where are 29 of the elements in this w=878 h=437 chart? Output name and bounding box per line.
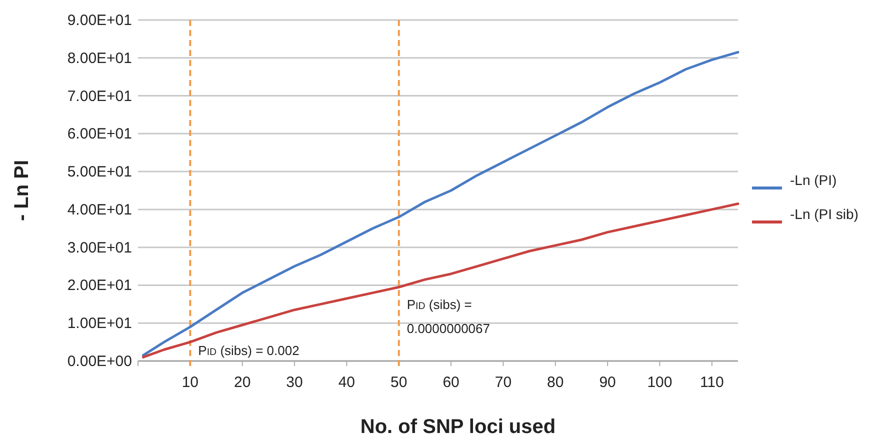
- y-tick-label: 3.00E+01: [67, 239, 132, 256]
- annotation: PID (sibs) = 0.0000000067: [406, 297, 490, 336]
- x-tick-label: 20: [234, 374, 251, 391]
- y-tick-label: 5.00E+01: [67, 164, 132, 181]
- line-series: [142, 50, 740, 357]
- line-series: [142, 202, 740, 358]
- y-tick-label: 6.00E+01: [67, 126, 132, 143]
- y-tick-label: 0.00E+00: [67, 353, 132, 370]
- y-tick-label: 7.00E+01: [67, 88, 132, 105]
- x-tick-label: 100: [647, 374, 672, 391]
- x-tick-label: 90: [599, 374, 616, 391]
- x-axis-title: No. of SNP loci used: [360, 416, 556, 437]
- legend-label: -Ln (PI sib): [790, 206, 858, 222]
- y-tick-label: 2.00E+01: [67, 277, 132, 294]
- x-tick-label: 50: [390, 374, 408, 391]
- x-tick-label: 80: [547, 374, 564, 391]
- legend-label: -Ln (PI): [790, 172, 837, 188]
- y-tick-label: 9.00E+01: [67, 12, 132, 29]
- x-tick-label: 60: [442, 374, 460, 391]
- annotation: PID (sibs) = 0.002: [198, 343, 300, 358]
- x-tick-label: 70: [494, 374, 512, 391]
- x-tick-label: 10: [182, 374, 199, 391]
- x-tick-label: 110: [700, 374, 724, 391]
- y-tick-label: 4.00E+01: [67, 201, 132, 218]
- x-tick-label: 30: [286, 374, 303, 391]
- x-tick-label: 40: [338, 374, 356, 391]
- y-tick-label: 1.00E+01: [67, 315, 132, 332]
- y-axis-title: - Ln PI: [11, 160, 33, 222]
- y-tick-label: 8.00E+01: [67, 50, 132, 67]
